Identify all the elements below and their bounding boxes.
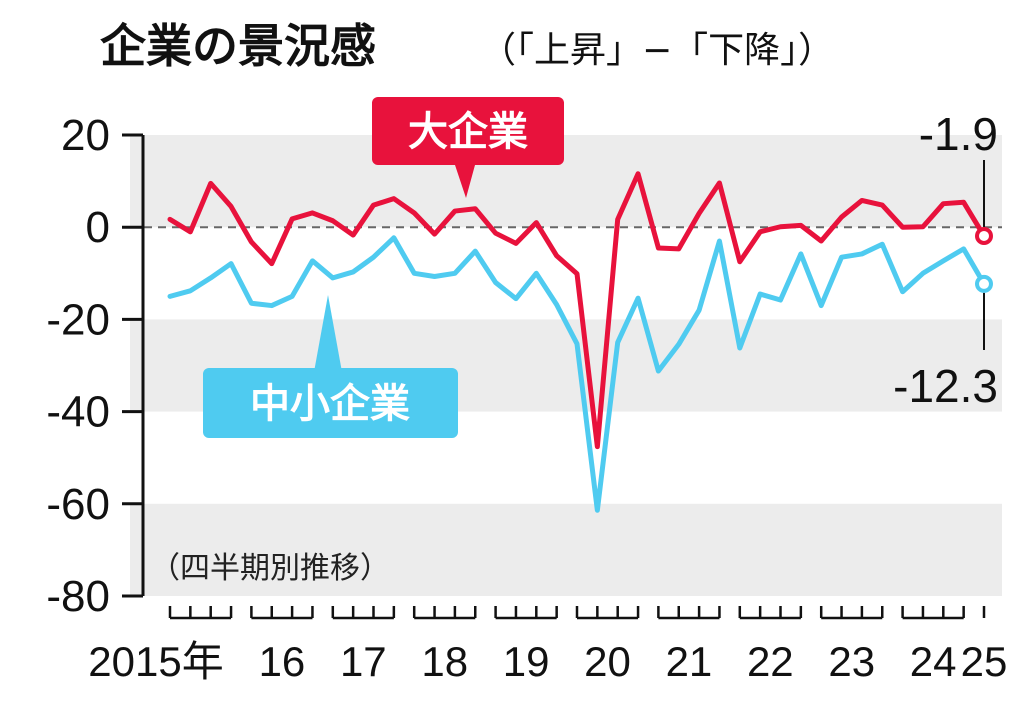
y-tick-label: 20 (61, 111, 110, 160)
x-tick-label: 18 (421, 638, 468, 685)
series-label-small: 中小企業 (250, 381, 410, 427)
background-bands (130, 135, 1002, 596)
y-tick-label: -40 (46, 388, 110, 437)
series-label-large: 大企業 (408, 109, 528, 155)
label-box-large (372, 97, 564, 165)
x-tick-label: 25 (961, 638, 1008, 685)
series-endpoint-large (975, 226, 993, 245)
y-tick-label: -80 (46, 572, 110, 621)
series-lines (167, 171, 993, 513)
x-tick-label: 19 (503, 638, 550, 685)
label-pointer-large (455, 165, 475, 198)
series-line-small (167, 235, 987, 513)
x-tick-label: 17 (340, 638, 387, 685)
y-tick-label: 0 (86, 203, 110, 252)
series-endpoint-small (975, 274, 993, 293)
x-tick-label: 23 (828, 638, 875, 685)
callout-value-large: -1.9 (919, 108, 998, 160)
x-tick-label: 16 (259, 638, 306, 685)
x-tick-label: 21 (666, 638, 713, 685)
chart-subtitle: （「上昇」−「下降」） (480, 30, 834, 71)
grid-band-2 (130, 503, 1002, 596)
frequency-note: （四半期別推移） (150, 551, 390, 586)
x-tick-label: 22 (747, 638, 794, 685)
y-tick-label: -60 (46, 480, 110, 529)
label-box-small (203, 368, 458, 438)
grid-band-0 (130, 135, 1002, 228)
y-axis-ticks: 20 0 -20 -40 -60 -80 (46, 111, 143, 621)
x-tick-label: 2015年 (88, 638, 223, 685)
y-tick-label: -20 (46, 295, 110, 344)
x-tick-label: 24 (910, 638, 957, 685)
last-value-callouts: -1.9 -12.3 (893, 108, 998, 412)
x-tick-label: 20 (584, 638, 631, 685)
label-pointer-small (314, 295, 342, 372)
x-axis-ticks: 2015年 16 17 18 19 20 21 22 23 24 25 (88, 606, 1007, 685)
chart-title: 企業の景況感 (100, 19, 376, 73)
series-line-large (167, 171, 987, 450)
callout-value-small: -12.3 (893, 360, 998, 412)
